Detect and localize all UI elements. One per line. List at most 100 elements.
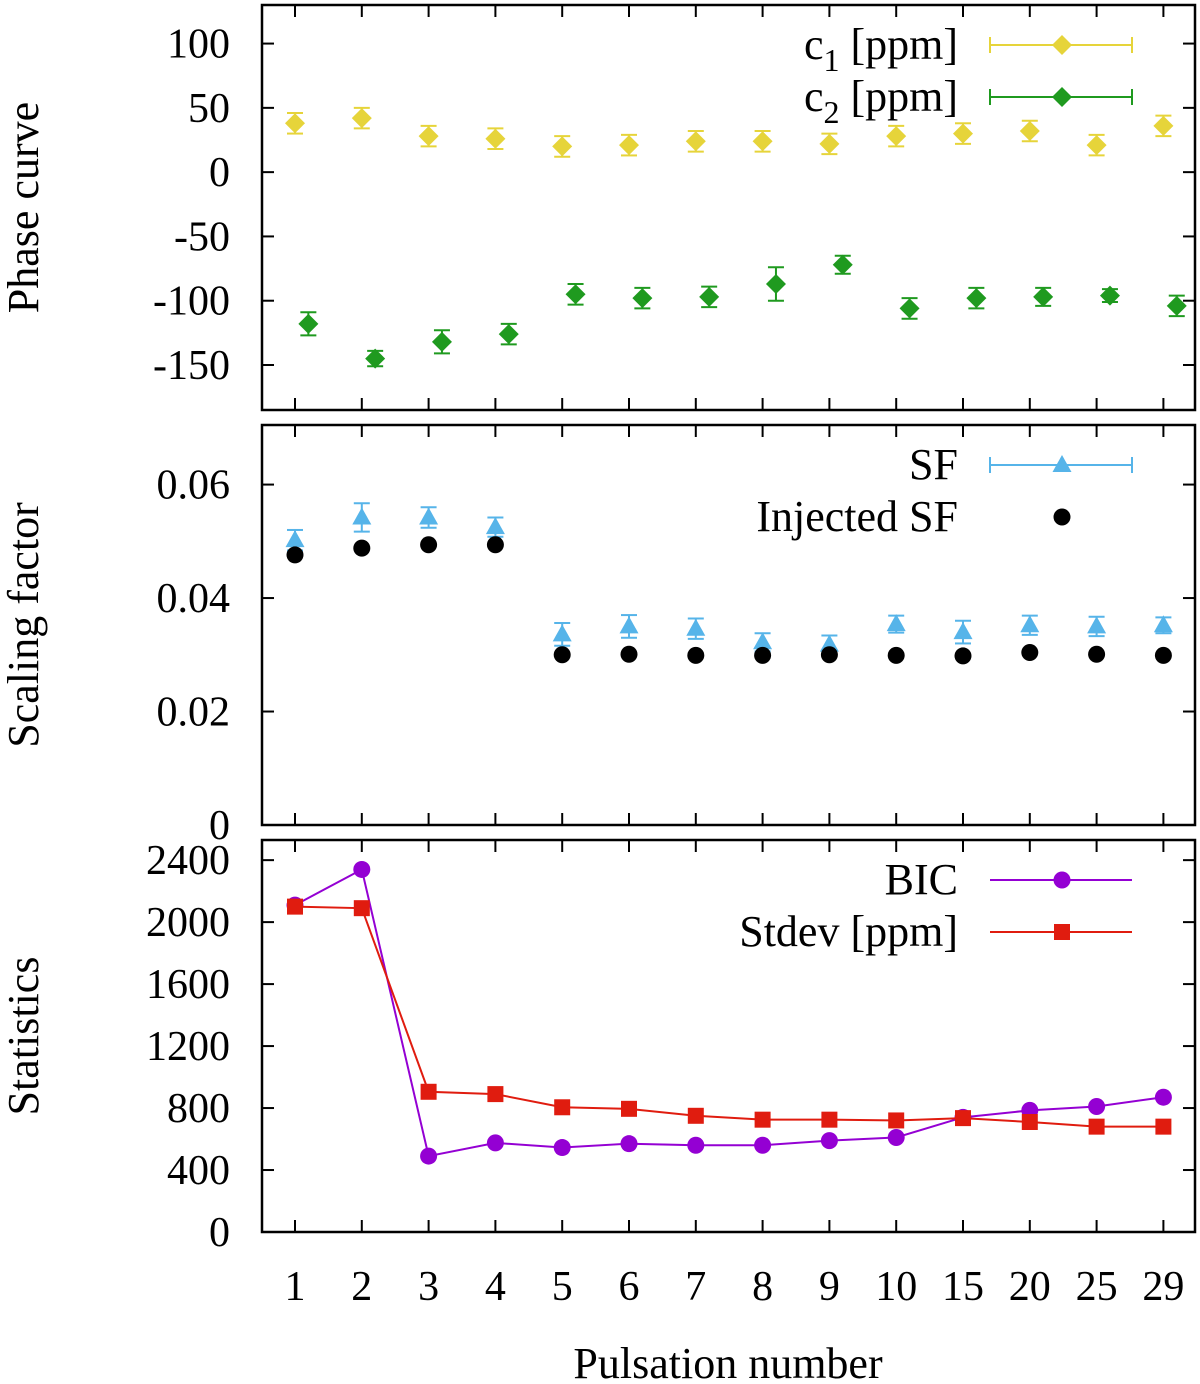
data-point — [1153, 615, 1173, 633]
data-point — [1021, 644, 1039, 662]
plot-frame — [260, 838, 1197, 1234]
data-point — [953, 622, 973, 640]
x-tick-label: 8 — [752, 1264, 773, 1310]
data-point — [752, 131, 773, 152]
y-axis-label: Statistics — [0, 957, 48, 1116]
legend-label-subscript: 1 — [823, 42, 839, 78]
x-tick-label: 1 — [285, 1264, 306, 1310]
x-tick-label: 3 — [418, 1264, 439, 1310]
data-point — [955, 1110, 971, 1127]
legend-label-rest: [ppm] — [839, 72, 958, 121]
series-bic — [286, 860, 1172, 1165]
data-point — [832, 254, 853, 275]
data-point — [1033, 286, 1054, 307]
data-point — [351, 108, 372, 129]
data-point — [1154, 646, 1172, 664]
series-sf — [285, 502, 1173, 655]
data-point — [486, 1134, 504, 1152]
data-point — [888, 1112, 905, 1129]
data-point — [819, 634, 839, 652]
data-point — [365, 348, 386, 369]
x-tick-label: 25 — [1076, 1264, 1118, 1310]
data-point — [565, 284, 586, 305]
data-point — [819, 133, 840, 154]
x-tick-label: 5 — [552, 1264, 573, 1310]
data-point — [620, 1135, 638, 1153]
data-point — [687, 646, 705, 664]
data-point — [619, 135, 639, 156]
panel-statistics: 2400 2000 1600 1200 800 400 0 Statistics BICStde… — [0, 838, 1197, 1256]
y-tick-label: 0 — [209, 150, 230, 196]
series-c1-ppm- — [285, 106, 1174, 158]
data-point — [887, 1128, 905, 1146]
data-point — [353, 900, 370, 917]
legend-label-base: c — [804, 72, 824, 121]
y-tick-label: 100 — [167, 22, 230, 68]
series-c2-ppm- — [298, 254, 1187, 369]
legend-label-rest: [ppm] — [839, 20, 958, 69]
legend-label-base: c — [804, 20, 824, 69]
y-tick-label: 0.02 — [157, 690, 231, 736]
data-point — [620, 645, 638, 663]
legend-label: c1 [ppm] — [804, 20, 958, 78]
data-point — [699, 286, 720, 307]
data-point — [687, 1136, 705, 1154]
y-tick-label: 800 — [167, 1086, 230, 1132]
data-point — [554, 1099, 571, 1116]
data-point — [485, 517, 505, 535]
data-point — [1020, 615, 1040, 633]
legend-label-subscript: 2 — [823, 94, 839, 130]
data-point — [687, 1107, 704, 1124]
data-point — [431, 331, 452, 352]
data-point — [1154, 1088, 1172, 1106]
legend-label: Injected SF — [756, 492, 958, 541]
y-tick-label: 2000 — [146, 900, 230, 946]
data-point — [352, 507, 372, 525]
data-point — [487, 1086, 504, 1103]
data-point — [820, 646, 838, 664]
data-point — [632, 288, 653, 309]
x-tick-label: 20 — [1009, 1264, 1051, 1310]
legend-label: SF — [909, 440, 958, 489]
x-tick-label: 2 — [351, 1264, 372, 1310]
data-point — [686, 618, 706, 636]
x-tick-label: 4 — [485, 1264, 506, 1310]
legend-label: c2 [ppm] — [804, 72, 958, 130]
data-point — [1088, 645, 1106, 663]
data-point — [1086, 135, 1107, 156]
data-point — [485, 128, 506, 149]
data-point — [886, 126, 907, 147]
data-point — [285, 113, 305, 134]
y-tick-label: 1600 — [146, 962, 230, 1008]
data-point — [420, 1083, 437, 1100]
y-tick-label: 1200 — [146, 1024, 230, 1070]
data-point — [486, 536, 504, 554]
y-tick-label: 50 — [188, 86, 230, 132]
y-tick-label: 0.04 — [157, 576, 231, 622]
y-tick-label: -100 — [153, 279, 230, 325]
legend-marker — [1052, 455, 1072, 472]
y-tick-label: 2400 — [146, 838, 230, 884]
data-point — [552, 136, 573, 157]
y-tick-label: -50 — [174, 214, 230, 260]
y-tick-label: 0.06 — [157, 463, 231, 509]
data-point — [420, 1147, 438, 1165]
data-point — [286, 546, 304, 564]
data-point — [954, 647, 972, 665]
x-tick-label: 29 — [1142, 1264, 1184, 1310]
legend-marker — [1054, 924, 1070, 940]
data-point — [553, 1139, 571, 1157]
data-point — [298, 313, 319, 334]
data-point — [353, 860, 371, 878]
data-point — [1087, 616, 1107, 634]
legend-marker — [1053, 871, 1071, 889]
data-point — [754, 646, 772, 664]
legend: c1 [ppm]c2 [ppm] — [804, 20, 1133, 130]
x-tick-label: 10 — [875, 1264, 917, 1310]
plot-frame — [260, 3, 1197, 412]
x-tick-label: 6 — [619, 1264, 640, 1310]
